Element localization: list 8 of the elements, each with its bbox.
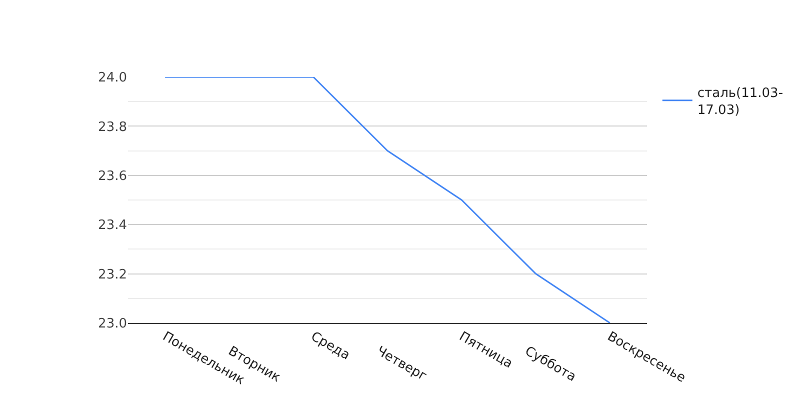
y-tick-label: 23.2 (98, 267, 127, 282)
y-tick-label: 23.8 (98, 120, 127, 135)
y-tick-label: 23.0 (98, 316, 127, 332)
y-tick-label: 23.6 (98, 168, 127, 184)
y-tick-label: 24.0 (98, 70, 127, 86)
y-tick-label: 23.4 (98, 218, 127, 234)
line-series (164, 77, 611, 323)
legend-label: сталь(11.03-17.03) (697, 86, 784, 118)
